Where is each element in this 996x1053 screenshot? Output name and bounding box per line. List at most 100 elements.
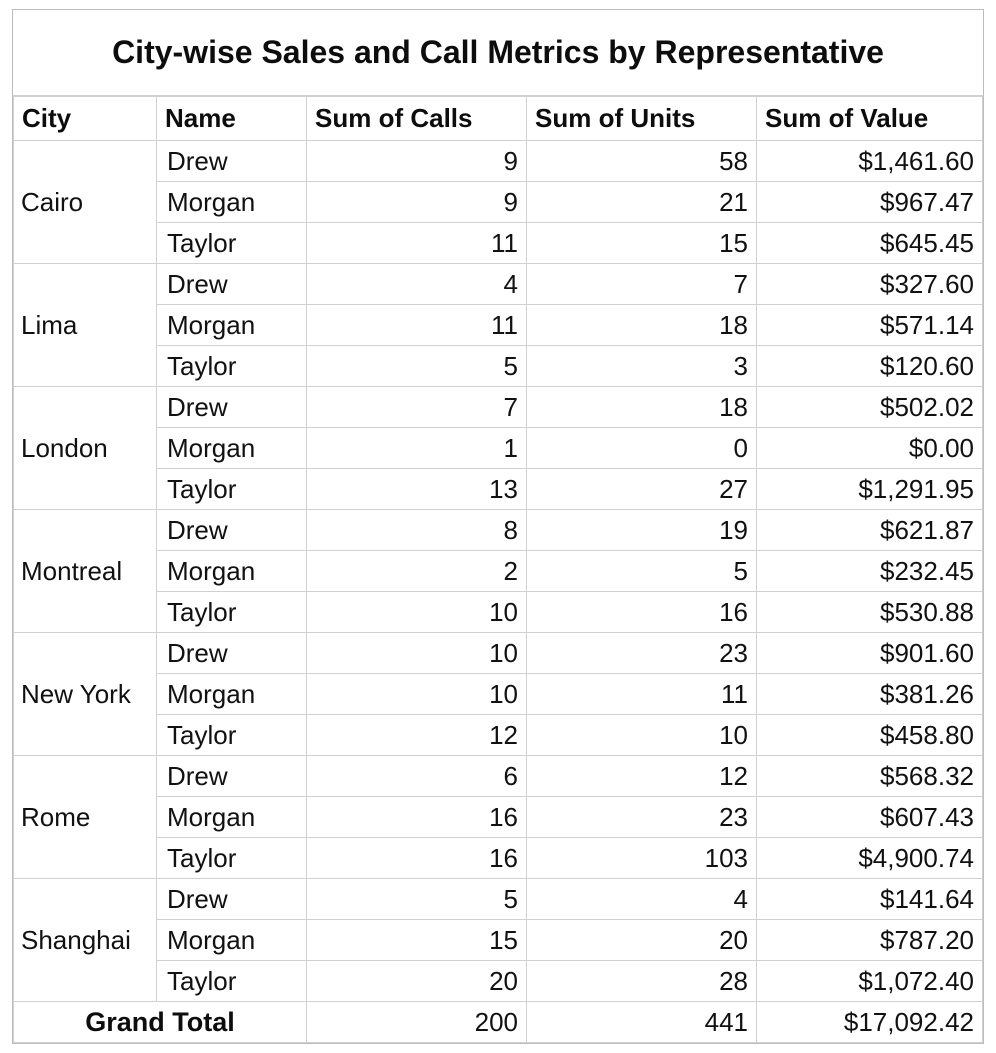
name-cell: Taylor [156,222,307,264]
value-cell: $381.26 [756,673,983,715]
calls-cell: 1 [306,427,527,469]
calls-cell: 15 [306,919,527,961]
pivot-table: City Name Sum of Calls Sum of Units Sum … [13,96,983,1043]
city-cell: New York [13,632,157,756]
name-cell: Taylor [156,714,307,756]
city-cell: Lima [13,263,157,387]
units-cell: 12 [526,755,757,797]
units-cell: 3 [526,345,757,387]
grand-total-label: Grand Total [13,1001,307,1043]
calls-cell: 11 [306,222,527,264]
value-cell: $1,461.60 [756,140,983,182]
grand-total-calls: 200 [306,1001,527,1043]
value-cell: $607.43 [756,796,983,838]
name-cell: Drew [156,878,307,920]
value-cell: $120.60 [756,345,983,387]
value-cell: $901.60 [756,632,983,674]
units-cell: 23 [526,796,757,838]
table-body: Cairo Drew 9 58 $1,461.60 Morgan 9 21 $967.47 Tay… [13,140,983,1002]
value-cell: $502.02 [756,386,983,428]
units-cell: 23 [526,632,757,674]
units-cell: 103 [526,837,757,879]
header-city: City [13,96,157,141]
units-cell: 28 [526,960,757,1002]
units-cell: 20 [526,919,757,961]
table-row: Morgan 10 11 $381.26 [14,673,983,715]
grand-total-row: Grand Total 200 441 $17,092.42 [13,1001,983,1043]
value-cell: $1,072.40 [756,960,983,1002]
calls-cell: 10 [306,591,527,633]
units-cell: 4 [526,878,757,920]
value-cell: $530.88 [756,591,983,633]
calls-cell: 10 [306,673,527,715]
units-cell: 0 [526,427,757,469]
units-cell: 15 [526,222,757,264]
table-row: Morgan 9 21 $967.47 [14,181,983,223]
value-cell: $0.00 [756,427,983,469]
table-row: Cairo Drew 9 58 $1,461.60 [13,140,983,264]
value-cell: $232.45 [756,550,983,592]
pivot-table-sheet: City-wise Sales and Call Metrics by Repr… [12,9,984,1044]
table-row: Morgan 1 0 $0.00 [14,427,983,469]
units-cell: 5 [526,550,757,592]
name-cell: Drew [156,140,307,182]
calls-cell: 7 [306,386,527,428]
city-cell: Shanghai [13,878,157,1002]
city-cell: London [13,386,157,510]
table-row: Rome Drew 6 12 $568.32 [13,755,983,879]
value-cell: $141.64 [756,878,983,920]
value-cell: $967.47 [756,181,983,223]
units-cell: 27 [526,468,757,510]
units-cell: 58 [526,140,757,182]
grand-total-value: $17,092.42 [756,1001,983,1043]
name-cell: Morgan [156,796,307,838]
name-cell: Taylor [156,345,307,387]
header-sum-of-units: Sum of Units [526,96,757,141]
name-cell: Morgan [156,304,307,346]
calls-cell: 10 [306,632,527,674]
value-cell: $645.45 [756,222,983,264]
table-row: Morgan 2 5 $232.45 [14,550,983,592]
units-cell: 19 [526,509,757,551]
calls-cell: 2 [306,550,527,592]
name-cell: Drew [156,632,307,674]
table-row: Morgan 16 23 $607.43 [14,796,983,838]
calls-cell: 11 [306,304,527,346]
value-cell: $4,900.74 [756,837,983,879]
calls-cell: 5 [306,878,527,920]
header-row: City Name Sum of Calls Sum of Units Sum … [13,96,983,141]
table-row: Taylor 11 15 $645.45 [14,222,983,264]
table-row: Taylor 12 10 $458.80 [14,714,983,756]
name-cell: Morgan [156,427,307,469]
name-cell: Morgan [156,919,307,961]
value-cell: $621.87 [756,509,983,551]
city-cell: Cairo [13,140,157,264]
calls-cell: 9 [306,181,527,223]
table-title: City-wise Sales and Call Metrics by Repr… [13,10,983,96]
units-cell: 10 [526,714,757,756]
table-row: Taylor 16 103 $4,900.74 [14,837,983,879]
calls-cell: 8 [306,509,527,551]
calls-cell: 9 [306,140,527,182]
units-cell: 18 [526,304,757,346]
calls-cell: 16 [306,796,527,838]
table-row: Morgan 11 18 $571.14 [14,304,983,346]
table-row: Shanghai Drew 5 4 $141.64 [13,878,983,1002]
name-cell: Taylor [156,591,307,633]
units-cell: 16 [526,591,757,633]
table-row: Taylor 20 28 $1,072.40 [14,960,983,1002]
city-cell: Montreal [13,509,157,633]
calls-cell: 13 [306,468,527,510]
units-cell: 11 [526,673,757,715]
calls-cell: 4 [306,263,527,305]
calls-cell: 12 [306,714,527,756]
table-row: Lima Drew 4 7 $327.60 [13,263,983,387]
calls-cell: 6 [306,755,527,797]
calls-cell: 5 [306,345,527,387]
value-cell: $568.32 [756,755,983,797]
name-cell: Drew [156,509,307,551]
table-row: Morgan 15 20 $787.20 [14,919,983,961]
city-cell: Rome [13,755,157,879]
header-sum-of-value: Sum of Value [756,96,983,141]
table-row: London Drew 7 18 $502.02 [13,386,983,510]
